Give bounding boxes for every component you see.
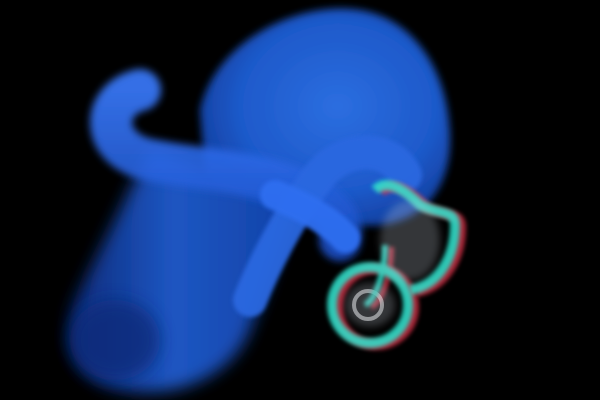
blue-tube-loop (90, 69, 422, 317)
tube-short-segment (260, 180, 360, 253)
cylinder-end-glow (70, 300, 160, 380)
tube-arc-right (233, 135, 422, 317)
anaglyph-shell (327, 180, 467, 350)
